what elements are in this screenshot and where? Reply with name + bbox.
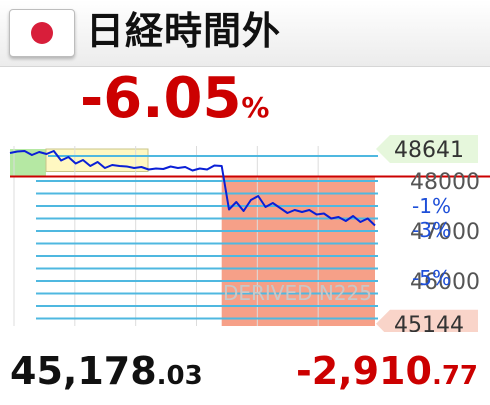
- percent-change-label: -5%: [412, 266, 451, 290]
- percent-change-label: -3%: [412, 218, 451, 242]
- percent-change-label: -1%: [412, 194, 451, 218]
- price-series-line: [9, 150, 376, 227]
- price-change: -2,910.77: [296, 349, 478, 393]
- header-bar: 日経時間外: [0, 0, 490, 67]
- current-price-tag-bg: [376, 309, 478, 332]
- y-tick-label: 46000: [410, 270, 480, 295]
- change-percent-value: -6.05: [80, 66, 242, 131]
- flag-sun: [31, 22, 53, 44]
- current-price-decimal: .03: [156, 361, 203, 391]
- page-title: 日経時間外: [86, 9, 282, 53]
- reference-price-tag-bg: [376, 134, 478, 163]
- current-price-tag: 45144: [394, 313, 464, 332]
- y-tick-label: 48000: [410, 170, 480, 195]
- japan-flag-icon: [9, 9, 75, 57]
- price-chart: DERIVED N225 48641 48000 47000 46000 -1%-3% -5…: [9, 134, 490, 332]
- price-change-integer: -2,910: [295, 349, 432, 393]
- change-percent: -6.05%: [80, 64, 269, 134]
- down-zone-fill: [221, 176, 375, 326]
- price-change-decimal: .77: [431, 361, 478, 391]
- watermark-label: DERIVED N225: [223, 281, 372, 305]
- y-tick-label: 47000: [410, 220, 480, 245]
- current-price-integer: 45,178: [10, 349, 157, 393]
- quote-footer: 45,178.03 -2,910.77: [0, 345, 490, 405]
- change-percent-unit: %: [241, 91, 270, 124]
- reference-price-tag: 48641: [394, 138, 464, 163]
- current-price: 45,178.03: [10, 349, 203, 393]
